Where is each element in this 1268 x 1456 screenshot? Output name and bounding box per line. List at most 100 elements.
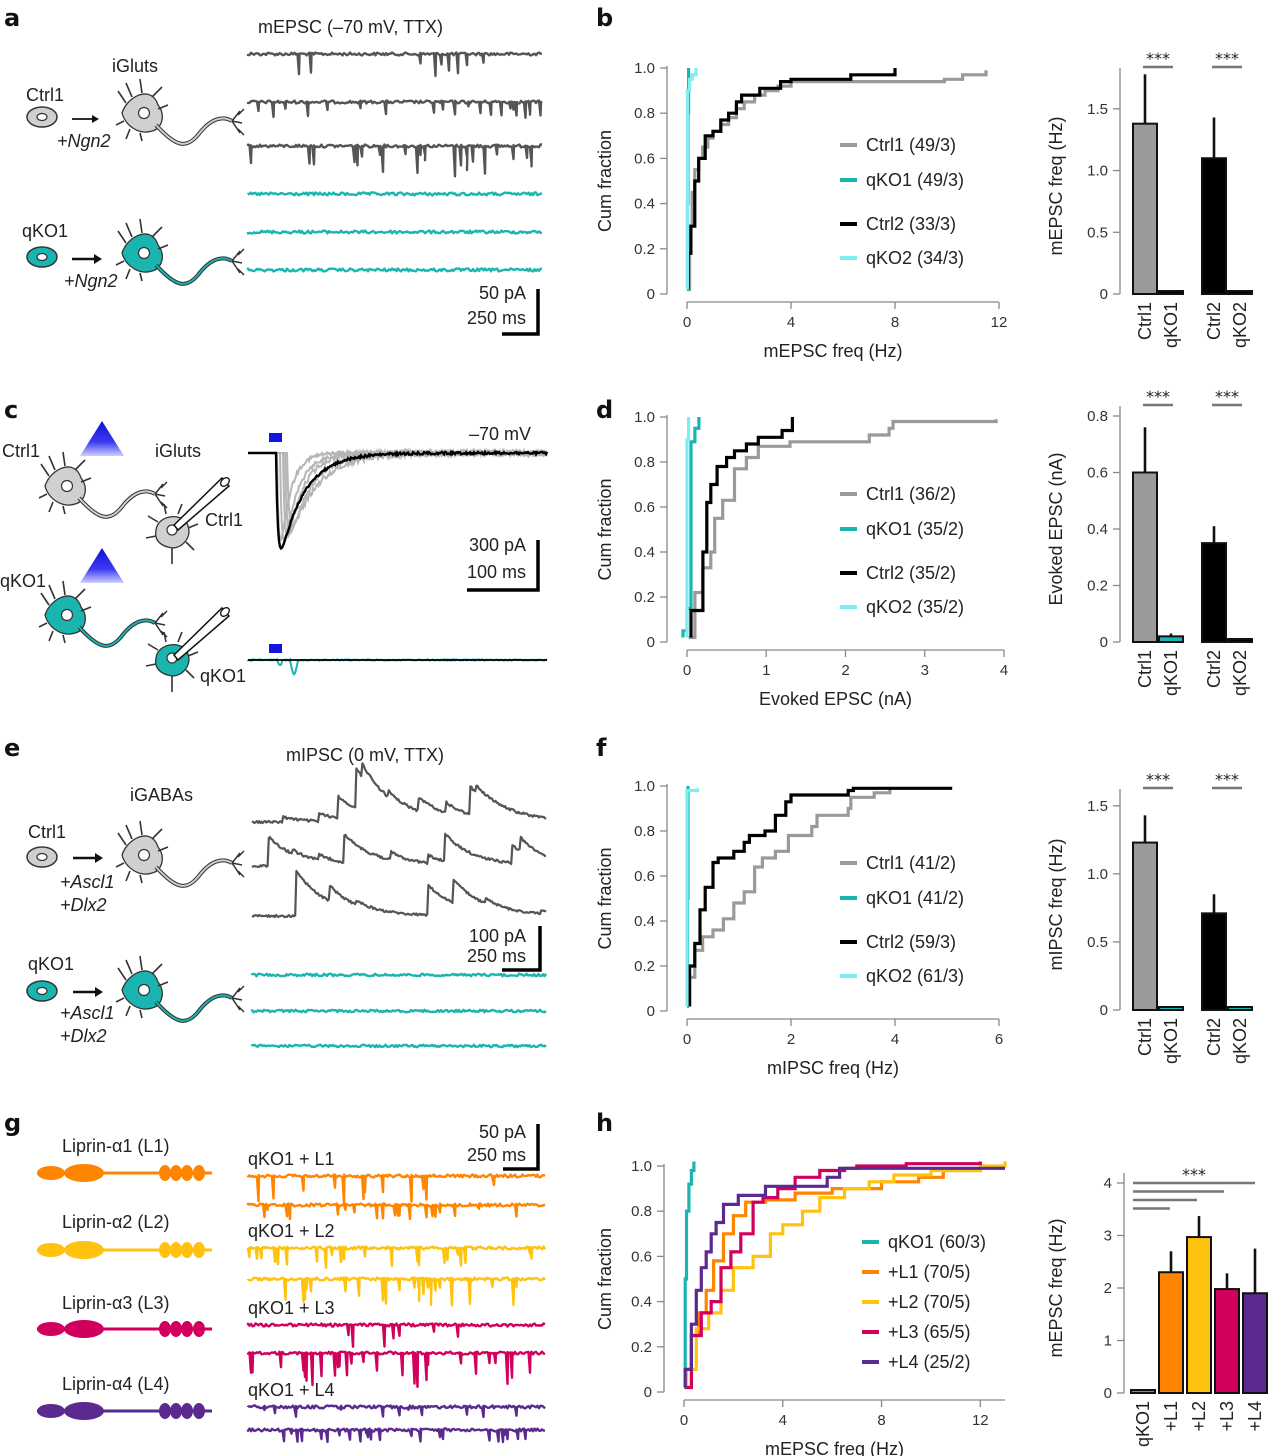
panel-a-ko-factor: +Ngn2 [64, 271, 118, 291]
series-line-ctrl2 [689, 417, 794, 638]
y-tick-label: 0 [644, 1384, 652, 1401]
x-tick-label: qKO1 [1161, 302, 1181, 348]
panel-e-title: mIPSC (0 mV, TTX) [286, 745, 444, 765]
scale-bar [503, 1124, 540, 1171]
protein-label: Liprin-α1 (L1) [62, 1136, 169, 1156]
x-tick-label: 12 [991, 314, 1008, 331]
neuron-icon-ko [115, 218, 245, 286]
qko1-L1-trace [246, 1202, 546, 1221]
bar-+L2 [1186, 1236, 1212, 1394]
significance-stars: *** [1146, 49, 1170, 68]
x-tick-label: qKO1 [1133, 1401, 1153, 1447]
scale-bar [502, 926, 542, 972]
x-tick-label: 0 [683, 662, 691, 679]
y-tick-label: 0.6 [634, 868, 655, 885]
chart-h-bar: 0 1 2 3 4 mEPSC freq (Hz) qKO1 +L1 +L2 +L3 +L4 *** [1046, 1165, 1268, 1447]
y-tick-label: 1.0 [1087, 163, 1108, 180]
y-tick-label: 0.6 [634, 499, 655, 516]
legend-entry: Ctrl1 (36/2) [840, 484, 956, 504]
scale-bar-y-label: 50 pA [479, 1122, 526, 1142]
legend-label: +L4 (25/2) [888, 1352, 971, 1372]
y-tick-label: 0 [647, 286, 655, 303]
y-tick-label: 0.4 [634, 913, 655, 930]
series-line-L1 [684, 1166, 982, 1388]
neuron-icon-ctrl [115, 820, 245, 888]
panel-letter-c: c [4, 396, 18, 424]
x-tick-label: qKO2 [1230, 650, 1250, 696]
x-tick-label: +L4 [1245, 1401, 1265, 1432]
trace-label: qKO1 + L1 [248, 1149, 335, 1169]
arrow-icon [72, 254, 102, 264]
panel-e-ctrl-label: Ctrl1 [28, 822, 66, 842]
trace-label: qKO1 + L2 [248, 1221, 335, 1241]
x-tick-label: 4 [779, 1412, 787, 1429]
arrow-icon [73, 853, 103, 863]
panel-e-ctrl-factor1: +Ascl1 [60, 872, 115, 892]
panel-letter-b: b [596, 4, 613, 32]
y-axis-label: mEPSC freq (Hz) [1046, 1218, 1066, 1357]
legend-entry: qKO1 (60/3) [862, 1232, 986, 1252]
pipette-icon [172, 606, 231, 662]
x-tick-label: qKO1 [1161, 1018, 1181, 1064]
y-axis-label: Cum fraction [595, 1228, 615, 1330]
y-tick-label: 3 [1104, 1228, 1112, 1245]
legend-label: Ctrl1 (41/2) [866, 853, 956, 873]
legend-label: Ctrl1 (49/3) [866, 135, 956, 155]
panel-a-title: mEPSC (–70 mV, TTX) [258, 17, 443, 37]
scale-bar-y-label: 50 pA [479, 283, 526, 303]
bar-qKO2 [1227, 1006, 1253, 1011]
bar-Ctrl1 [1132, 471, 1158, 643]
y-tick-label: 0.2 [634, 958, 655, 975]
x-tick-label: qKO2 [1230, 1018, 1250, 1064]
y-axis-label: mEPSC freq (Hz) [1046, 116, 1066, 255]
bar-qKO1 [1158, 290, 1184, 295]
legend-label: +L1 (70/5) [888, 1262, 971, 1282]
y-tick-label: 0 [1100, 634, 1108, 651]
chart-d-cdf: d 0 0.2 0.4 0.6 0.8 1.0 0 1 2 3 4 Evoked EPSC (nA) Cu… [595, 396, 1008, 709]
bar-Ctrl2 [1201, 912, 1227, 1011]
y-tick-label: 0 [1104, 1385, 1112, 1402]
legend-label: qKO1 (41/2) [866, 888, 964, 908]
scale-bar-x-label: 250 ms [467, 1145, 526, 1165]
panel-letter-a: a [4, 4, 20, 32]
protein-label: Liprin-α4 (L4) [62, 1374, 169, 1394]
y-tick-label: 2 [1104, 1280, 1112, 1297]
bar-+L1 [1158, 1271, 1184, 1394]
rescue-traces: qKO1 + L1 qKO1 + L2 qKO1 + L3 qKO1 + L4 [246, 1149, 547, 1444]
y-tick-label: 1.5 [1087, 101, 1108, 118]
y-tick-label: 1 [1104, 1333, 1112, 1350]
panel-letter-d: d [596, 396, 613, 424]
arrow-icon [73, 987, 103, 997]
y-tick-label: 0.2 [634, 241, 655, 258]
legend-entry: Ctrl1 (49/3) [840, 135, 956, 155]
x-tick-label: qKO1 [1161, 650, 1181, 696]
y-tick-label: 0.2 [634, 589, 655, 606]
chart-h-cdf: h 0 0.2 0.4 0.6 0.8 1.0 0 4 8 12 mEPSC freq (Hz) Cum… [595, 1109, 1007, 1456]
qko-trace [246, 267, 543, 273]
legend-label: qKO2 (61/3) [866, 966, 964, 986]
y-tick-label: 0 [1100, 286, 1108, 303]
panel-e-ko-factor1: +Ascl1 [60, 1003, 115, 1023]
bar-qKO2 [1227, 638, 1253, 643]
ctrl1-ipsc-trace [251, 832, 547, 869]
chart-d-bar: 0 0.2 0.4 0.6 0.8 Evoked EPSC (nA) Ctrl1 qKO1 Ct… [1046, 387, 1253, 696]
x-tick-label: 1 [762, 662, 770, 679]
x-tick-label: 2 [787, 1031, 795, 1048]
panel-a-ctrl-factor: +Ngn2 [57, 131, 111, 151]
ctrl-trace [246, 143, 542, 178]
x-tick-label: qKO2 [1230, 302, 1250, 348]
qko1-L1-trace [246, 1173, 546, 1205]
y-tick-label: 0 [647, 1003, 655, 1020]
y-tick-label: 1.0 [634, 409, 655, 426]
y-tick-label: 1.5 [1087, 798, 1108, 815]
panel-c: c Ctrl1 iGluts Ctrl1 qKO1 qKO1 –70 mV 30… [0, 396, 549, 692]
qko1-L2-trace [246, 1276, 546, 1307]
series-line-qko1 [683, 1161, 696, 1390]
x-tick-label: 0 [680, 1412, 688, 1429]
panel-e: e mIPSC (0 mV, TTX) iGABAs Ctrl1 +Ascl1 … [4, 734, 548, 1049]
x-tick-label: +L1 [1161, 1401, 1181, 1432]
x-axis-label: mEPSC freq (Hz) [765, 1439, 904, 1456]
y-tick-label: 0.5 [1087, 934, 1108, 951]
x-tick-label: 0 [683, 314, 691, 331]
